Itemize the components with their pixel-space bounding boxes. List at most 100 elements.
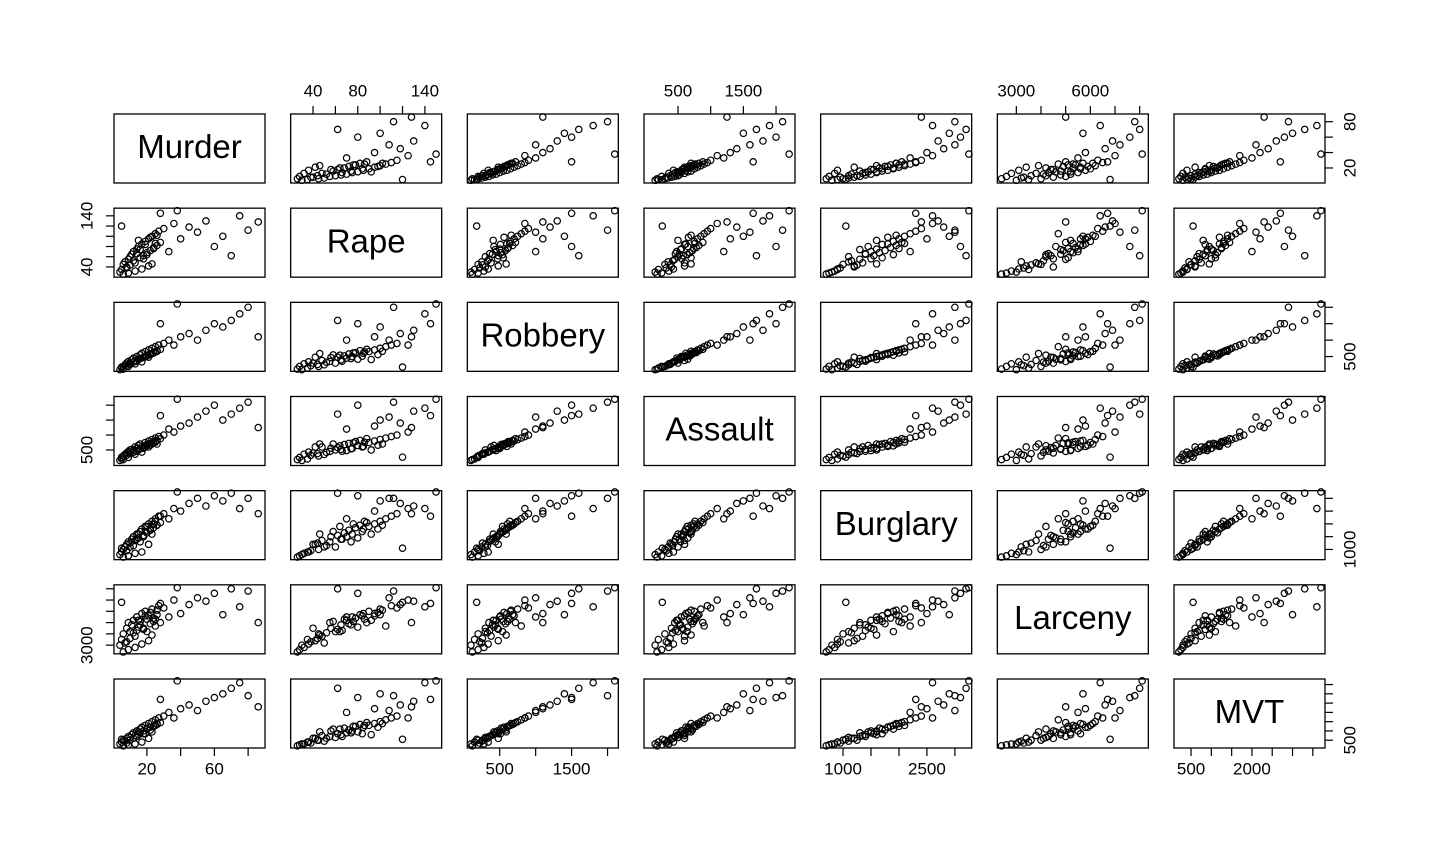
point	[1064, 253, 1072, 262]
point	[749, 319, 757, 328]
point	[358, 729, 367, 738]
point	[906, 247, 914, 256]
point	[1084, 441, 1092, 449]
point	[1252, 593, 1260, 602]
panel	[290, 678, 443, 749]
point	[531, 141, 540, 149]
point	[1093, 156, 1102, 165]
point	[567, 242, 576, 251]
point	[333, 125, 342, 134]
point	[713, 596, 722, 604]
point	[1066, 530, 1075, 538]
point	[1042, 725, 1050, 733]
point	[202, 326, 210, 335]
point	[360, 615, 369, 624]
point	[336, 441, 344, 450]
point	[1049, 353, 1058, 362]
point	[468, 270, 477, 278]
point	[589, 678, 597, 687]
point	[1049, 540, 1058, 549]
point	[327, 353, 335, 362]
point	[917, 333, 926, 341]
panel	[643, 678, 796, 749]
point	[772, 242, 780, 251]
point	[351, 722, 360, 731]
point	[170, 341, 178, 349]
point	[349, 161, 358, 169]
point	[956, 242, 965, 251]
point	[219, 232, 227, 241]
point	[159, 712, 168, 720]
y-tick-label: 500	[1340, 342, 1359, 370]
point	[1276, 157, 1285, 166]
point	[353, 589, 362, 598]
point	[610, 150, 619, 158]
point	[374, 723, 382, 732]
point	[939, 600, 948, 609]
point	[1135, 684, 1144, 693]
point	[193, 336, 202, 344]
point	[1039, 448, 1048, 457]
point	[560, 416, 569, 424]
point	[1187, 261, 1195, 269]
point	[304, 358, 313, 366]
point	[1007, 267, 1016, 275]
point	[883, 350, 892, 359]
point	[370, 609, 379, 618]
point	[338, 535, 346, 544]
point	[311, 353, 320, 362]
point	[1014, 448, 1023, 456]
point	[867, 727, 875, 735]
point	[300, 169, 308, 178]
point	[669, 358, 678, 366]
point	[546, 600, 554, 609]
point	[1219, 438, 1228, 447]
point	[315, 728, 324, 736]
point	[951, 413, 959, 421]
point	[746, 141, 754, 149]
point	[1103, 209, 1112, 218]
point	[426, 512, 435, 521]
panel	[290, 584, 443, 655]
point	[353, 534, 362, 542]
point	[306, 173, 315, 182]
point	[589, 603, 597, 611]
point	[254, 333, 263, 341]
point	[822, 270, 831, 278]
point	[409, 326, 418, 335]
point	[485, 626, 494, 635]
point	[1225, 345, 1234, 354]
point	[521, 504, 529, 513]
point	[1022, 734, 1031, 743]
point	[340, 724, 349, 732]
panel	[113, 490, 266, 561]
point	[1215, 608, 1224, 617]
point	[1066, 446, 1075, 454]
point	[202, 407, 210, 415]
point	[1264, 223, 1272, 231]
point	[1059, 526, 1068, 535]
point	[1135, 316, 1144, 325]
point	[1215, 233, 1224, 242]
point	[124, 552, 133, 560]
point	[1101, 144, 1109, 153]
point	[1069, 239, 1077, 248]
point	[404, 341, 412, 349]
point	[139, 532, 148, 541]
point	[917, 604, 926, 612]
point	[144, 353, 153, 362]
point	[483, 734, 492, 743]
point	[421, 121, 429, 130]
point	[407, 423, 416, 432]
point	[1276, 411, 1285, 420]
point	[254, 423, 263, 432]
point	[1130, 494, 1139, 503]
point	[494, 262, 503, 270]
point	[539, 609, 547, 618]
point	[657, 552, 666, 560]
point	[1195, 447, 1203, 455]
point	[1079, 416, 1087, 424]
variable-name: Robbery	[480, 317, 605, 354]
point	[539, 618, 547, 627]
